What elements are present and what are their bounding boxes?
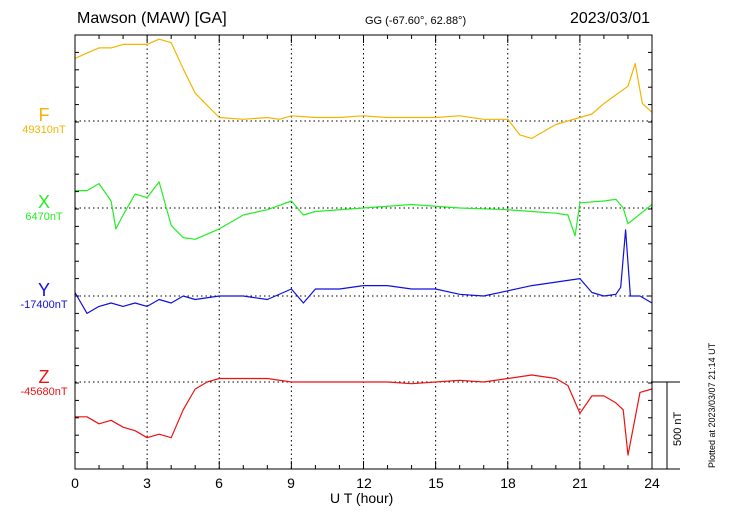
x-tick-18: 18: [500, 475, 516, 491]
axis-ticks: [74, 34, 653, 469]
channel-z-label: Z -45680nT: [14, 368, 74, 398]
grid: [75, 35, 652, 469]
x-tick-15: 15: [428, 475, 444, 491]
channel-x-label: X 6470nT: [14, 193, 74, 223]
plotted-timestamp: Plotted at 2023/03/07 21:14 UT: [707, 342, 717, 468]
series-Z-line: [75, 374, 653, 456]
channel-f-baseline: 49310nT: [22, 124, 66, 136]
series-F-line: [74, 38, 653, 139]
channel-y-baseline: -17400nT: [20, 299, 68, 311]
coordinates-label: GG (-67.60°, 62.88°): [365, 15, 467, 27]
channel-z-baseline: -45680nT: [20, 386, 68, 398]
x-tick-21: 21: [572, 475, 588, 491]
channel-z-letter: Z: [38, 367, 50, 387]
channel-x-baseline: 6470nT: [25, 211, 63, 223]
x-tick-3: 3: [143, 475, 151, 491]
series-X-line: [75, 181, 653, 240]
channel-x-letter: X: [37, 192, 50, 212]
series-Y-line: [74, 229, 653, 314]
x-tick-24: 24: [644, 475, 660, 491]
x-axis-label: U T (hour): [330, 490, 394, 506]
date-label: 2023/03/01: [570, 10, 651, 27]
x-tick-9: 9: [287, 475, 295, 491]
scale-bar-label: 500 nT: [672, 411, 684, 446]
x-tick-12: 12: [356, 475, 372, 491]
channel-y-label: Y -17400nT: [14, 281, 74, 311]
x-tick-6: 6: [215, 475, 223, 491]
channel-f-label: F 49310nT: [14, 106, 74, 136]
x-tick-0: 0: [71, 475, 79, 491]
series-layer: [74, 38, 653, 456]
station-title: Mawson (MAW) [GA]: [77, 10, 227, 27]
channel-f-letter: F: [38, 105, 50, 125]
channel-y-letter: Y: [37, 280, 50, 300]
